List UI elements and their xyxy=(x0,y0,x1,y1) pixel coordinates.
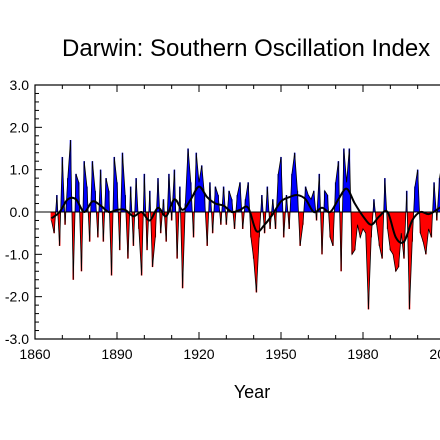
x-tick-label: 1890 xyxy=(101,346,132,362)
y-tick-label: 3.0 xyxy=(10,77,30,93)
x-tick-label: 1950 xyxy=(265,346,296,362)
y-tick-label: -2.0 xyxy=(5,289,29,305)
bars-below-zero xyxy=(50,212,438,310)
x-tick-label: 1980 xyxy=(347,346,378,362)
x-axis-label: Year xyxy=(234,382,270,402)
negative-fill-segment xyxy=(350,212,374,310)
positive-fill-segment xyxy=(194,152,206,212)
y-tick-label: 1.0 xyxy=(10,162,30,178)
y-tick-label: -1.0 xyxy=(5,246,29,262)
y-tick-label: -3.0 xyxy=(5,331,29,347)
series-line xyxy=(51,140,440,310)
chart-title: Darwin: Southern Oscillation Index xyxy=(62,35,430,62)
y-tick-label: 2.0 xyxy=(10,119,30,135)
bars-above-zero xyxy=(56,140,440,212)
y-axis-ticks: 3.0 2.0 1.0 0.0 -1.0 -2.0 -3.0 xyxy=(5,77,42,347)
x-axis-ticks: 1860 1890 1920 1950 1980 2010 xyxy=(19,85,440,362)
x-tick-label: 1920 xyxy=(183,346,214,362)
smoothed-series-line xyxy=(50,185,440,244)
x-tick-label: 2010 xyxy=(429,346,440,362)
x-tick-label: 1860 xyxy=(19,346,50,362)
positive-fill-segment xyxy=(303,186,316,212)
plot-area xyxy=(35,140,440,310)
y-tick-label: 0.0 xyxy=(10,204,30,220)
